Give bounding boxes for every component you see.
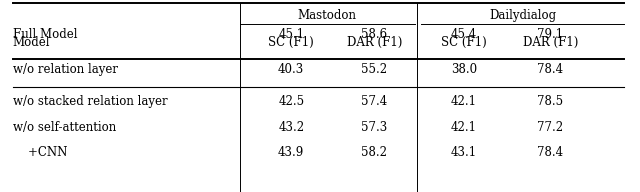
Text: 78.4: 78.4 — [538, 63, 563, 76]
Text: 78.4: 78.4 — [538, 146, 563, 159]
Text: 43.2: 43.2 — [278, 121, 304, 134]
Text: 38.0: 38.0 — [451, 63, 477, 76]
Text: 45.1: 45.1 — [278, 28, 304, 41]
Text: 42.5: 42.5 — [278, 95, 304, 108]
Text: 43.9: 43.9 — [278, 146, 305, 159]
Text: SC (F1): SC (F1) — [268, 36, 314, 49]
Text: 42.1: 42.1 — [451, 121, 477, 134]
Text: 40.3: 40.3 — [278, 63, 305, 76]
Text: 58.6: 58.6 — [362, 28, 387, 41]
Text: w/o stacked relation layer: w/o stacked relation layer — [13, 95, 168, 108]
Text: SC (F1): SC (F1) — [441, 36, 487, 49]
Text: Full Model: Full Model — [13, 28, 77, 41]
Text: Mastodon: Mastodon — [298, 9, 357, 22]
Text: 42.1: 42.1 — [451, 95, 477, 108]
Text: 58.2: 58.2 — [362, 146, 387, 159]
Text: 77.2: 77.2 — [538, 121, 563, 134]
Text: 78.5: 78.5 — [538, 95, 563, 108]
Text: DAR (F1): DAR (F1) — [523, 36, 578, 49]
Text: 55.2: 55.2 — [362, 63, 387, 76]
Text: +CNN: +CNN — [13, 146, 67, 159]
Text: Dailydialog: Dailydialog — [489, 9, 556, 22]
Text: 45.4: 45.4 — [451, 28, 477, 41]
Text: w/o self-attention: w/o self-attention — [13, 121, 116, 134]
Text: 57.4: 57.4 — [361, 95, 388, 108]
Text: w/o relation layer: w/o relation layer — [13, 63, 118, 76]
Text: 57.3: 57.3 — [361, 121, 388, 134]
Text: 79.1: 79.1 — [538, 28, 563, 41]
Text: 43.1: 43.1 — [451, 146, 477, 159]
Text: Model: Model — [13, 36, 51, 49]
Text: DAR (F1): DAR (F1) — [347, 36, 402, 49]
